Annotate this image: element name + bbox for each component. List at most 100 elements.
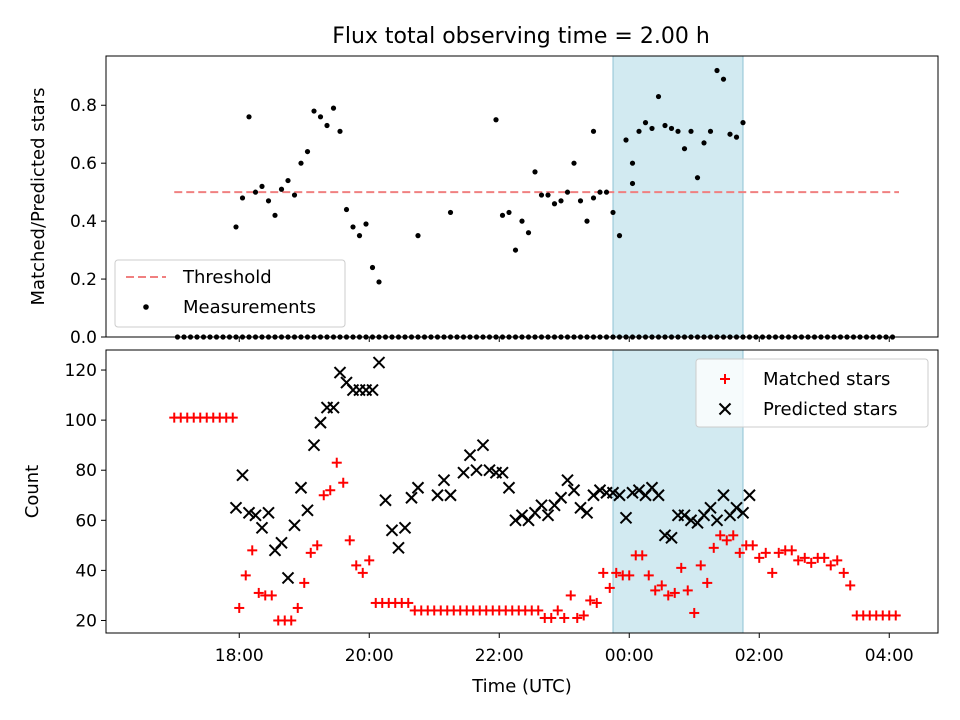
top-x-axis-ticks — [238, 337, 890, 342]
predicted-star-point — [704, 501, 717, 514]
matched-star-point — [773, 547, 784, 558]
y-tick-label: 0.6 — [70, 154, 97, 174]
measurement-point — [655, 93, 662, 100]
predicted-star-point — [509, 514, 522, 527]
measurement-point — [324, 122, 330, 129]
matched-star-point — [572, 612, 583, 623]
legend-predicted-swatch — [718, 402, 732, 416]
matched-star-point — [819, 552, 830, 563]
measurement-point — [538, 192, 545, 198]
measurement-point — [369, 264, 376, 271]
matched-star-point — [240, 570, 251, 581]
predicted-star-point — [307, 438, 321, 452]
predicted-star-point — [483, 464, 496, 477]
matched-star-point — [656, 580, 667, 591]
predicted-star-point — [613, 489, 626, 502]
matched-star-point — [227, 412, 238, 423]
measurement-point — [343, 206, 350, 213]
y-tick-label: 0.8 — [70, 96, 97, 116]
matched-star-point — [234, 602, 245, 613]
measurement-point — [720, 76, 727, 82]
measurement-point — [337, 128, 343, 134]
predicted-star-point — [249, 509, 262, 522]
matched-star-point — [747, 540, 758, 551]
predicted-star-point — [457, 466, 470, 479]
predicted-star-point — [652, 489, 665, 502]
y-tick-label: 120 — [65, 361, 97, 381]
measurement-point — [246, 114, 252, 120]
predicted-star-point — [405, 491, 418, 504]
predicted-star-point — [255, 521, 269, 535]
measurement-point — [519, 218, 525, 224]
matched-star-point — [546, 612, 557, 623]
predicted-star-point — [281, 571, 295, 585]
matched-star-point — [318, 490, 329, 501]
predicted-star-point — [411, 481, 425, 494]
top-panel: 0.00.20.40.60.8 Matched/Predicted stars … — [28, 55, 939, 348]
measurement-point — [291, 192, 298, 198]
predicted-star-point — [275, 536, 288, 550]
y-tick-label: 60 — [75, 511, 97, 531]
matched-star-point — [760, 547, 771, 558]
matched-star-point — [806, 557, 817, 568]
matched-star-point — [682, 585, 693, 596]
matched-star-point — [598, 567, 609, 578]
matched-star-point — [650, 585, 661, 596]
predicted-star-point — [665, 531, 678, 545]
matched-star-point — [585, 595, 596, 606]
matched-star-point — [351, 560, 362, 571]
y-tick-label: 0.4 — [70, 212, 97, 232]
matched-star-point — [578, 610, 589, 621]
predicted-star-point — [366, 383, 379, 397]
matched-star-point — [643, 570, 654, 581]
measurement-point — [740, 120, 746, 126]
predicted-star-point — [587, 489, 600, 502]
predicted-star-point — [743, 489, 756, 502]
measurement-point — [577, 198, 584, 204]
predicted-star-point — [242, 506, 256, 519]
predicted-star-point — [515, 509, 529, 522]
matched-star-point — [312, 540, 323, 551]
top-y-axis-ticks: 0.0 0.2 0.4 0.6 0.8 — [70, 96, 106, 348]
matched-star-point — [403, 597, 414, 608]
predicted-star-point — [229, 501, 243, 514]
measurement-point — [272, 212, 278, 218]
measurement-point — [662, 122, 668, 129]
y-tick-label: 40 — [75, 561, 97, 581]
matched-star-point — [708, 542, 719, 553]
matched-star-point — [838, 567, 849, 578]
measurement-point — [304, 148, 311, 155]
measurement-point — [551, 201, 558, 207]
measurement-point — [376, 279, 382, 285]
measurement-point — [506, 209, 512, 216]
measurement-point — [499, 212, 506, 218]
measurement-point — [597, 189, 603, 195]
matched-star-point — [663, 590, 674, 601]
bottom-legend: Matched stars Predicted stars — [695, 358, 929, 428]
matched-star-point — [832, 555, 843, 566]
measurement-point — [545, 192, 551, 198]
bottom-panel: 20 40 60 80 100 120 18:00 20:00 22:00 00:00 02:00… — [22, 349, 939, 697]
legend-cross-marker — [718, 402, 732, 416]
measurement-point — [688, 128, 694, 134]
matched-star-point — [624, 570, 635, 581]
measurement-point — [636, 128, 642, 134]
matched-star-point — [253, 587, 264, 598]
measurement-point — [707, 128, 714, 134]
matched-star-point — [715, 530, 726, 541]
matched-star-point — [734, 547, 745, 558]
measurement-point — [558, 198, 564, 204]
predicted-star-point — [730, 501, 743, 514]
matched-star-point — [799, 552, 810, 563]
measurement-point — [694, 175, 701, 181]
measurement-point — [330, 105, 337, 111]
measurement-point — [278, 186, 285, 192]
measurement-point — [356, 233, 363, 239]
matched-star-point — [357, 567, 368, 578]
predicted-star-point — [392, 541, 405, 555]
legend-matched-swatch — [720, 374, 730, 384]
predicted-star-point — [496, 466, 509, 479]
legend-threshold-label: Threshold — [182, 267, 272, 288]
matched-star-point — [604, 582, 615, 593]
